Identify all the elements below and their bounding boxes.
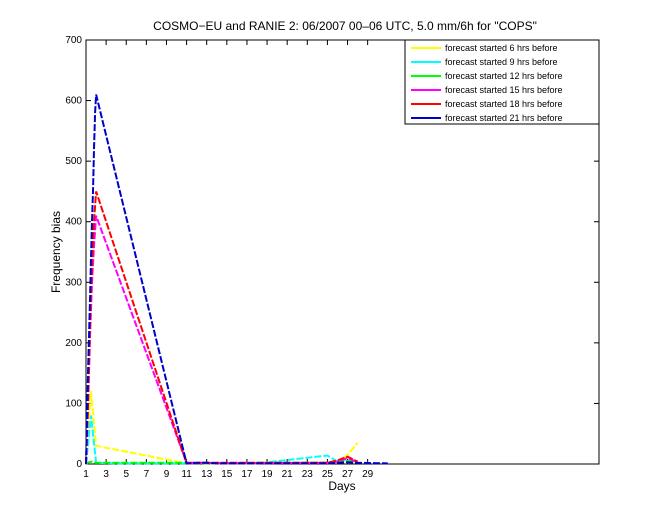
x-tick-label: 1 [83, 469, 89, 480]
x-tick-label: 27 [342, 469, 354, 480]
y-tick-label: 0 [76, 459, 82, 470]
legend-label-6: forecast started 21 hrs before [445, 113, 563, 123]
x-tick-label: 3 [103, 469, 109, 480]
x-tick-label: 15 [221, 469, 233, 480]
y-tick-label: 100 [65, 398, 82, 409]
y-axis-label: Frequency bias [49, 211, 63, 293]
legend: forecast started 6 hrs before forecast st… [404, 39, 600, 125]
x-tick-label: 5 [123, 469, 129, 480]
series-lines [85, 94, 388, 465]
series-line-6 [85, 94, 388, 465]
legend-label-5: forecast started 18 hrs before [445, 99, 563, 109]
x-tick-label: 19 [261, 469, 273, 480]
x-tick-label: 11 [181, 469, 192, 480]
x-tick-label: 23 [302, 469, 314, 480]
legend-box [404, 39, 600, 125]
y-tick-label: 500 [65, 156, 82, 167]
y-tick-label: 400 [65, 217, 82, 228]
y-axis: 0 100 200 300 400 500 600 700 [65, 35, 599, 470]
legend-label-3: forecast started 12 hrs before [445, 71, 563, 81]
y-tick-label: 300 [65, 277, 82, 288]
x-axis-label: Days [328, 479, 355, 493]
chart-title: COSMO−EU and RANIE 2: 06/2007 00–06 UTC,… [153, 19, 537, 33]
x-tick-label: 17 [241, 469, 253, 480]
legend-label-4: forecast started 15 hrs before [445, 85, 563, 95]
x-axis: 1 3 5 7 9 11 13 15 17 19 21 23 25 27 29 [83, 40, 374, 480]
x-tick-label: 9 [164, 469, 170, 480]
y-tick-label: 600 [65, 96, 82, 107]
y-tick-label: 200 [65, 338, 82, 349]
legend-label-2: forecast started 9 hrs before [445, 57, 558, 67]
legend-label-1: forecast started 6 hrs before [445, 43, 558, 53]
y-tick-label: 700 [65, 35, 82, 46]
x-tick-label: 21 [282, 469, 294, 480]
x-tick-label: 7 [144, 469, 150, 480]
x-tick-label: 13 [201, 469, 213, 480]
legend-entries: forecast started 6 hrs before forecast st… [411, 43, 563, 123]
x-tick-label: 29 [362, 469, 374, 480]
x-tick-label: 25 [322, 469, 334, 480]
